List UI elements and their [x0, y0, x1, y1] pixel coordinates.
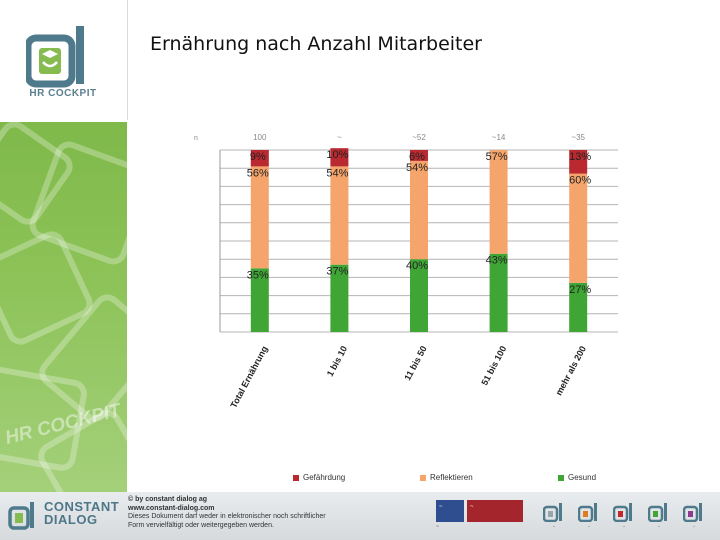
bar-segment-gesund — [330, 264, 349, 332]
partner-caption: ~ — [657, 524, 661, 529]
footer-brand-line2: DIALOG — [44, 512, 98, 527]
certificate-caption: ~ — [436, 524, 439, 530]
sample-size-label: 100 — [253, 133, 267, 142]
stacked-bar-chart: 35% 56% 9% 100 Total Ernährung 37% 54% 10% ~1 bi… — [194, 133, 618, 410]
partner-caption: ~ — [587, 524, 591, 529]
bar-segment-reflektieren — [569, 173, 588, 283]
data-label: 37% — [326, 266, 348, 278]
footer-copy-line: Dieses Dokument darf weder in elektronis… — [128, 513, 326, 520]
x-tick-label: 51 bis 100 — [479, 344, 508, 387]
legend-item-gefaehrdung: Gefährdung — [293, 473, 345, 482]
data-label: 6% — [409, 151, 425, 163]
sample-size-marker: n — [194, 135, 198, 142]
data-label: 10% — [326, 149, 348, 161]
bar-segment-gesund — [410, 259, 428, 332]
footer-copy-line: Form vervielfältigt oder weitergegeben w… — [128, 521, 274, 529]
footer-brand-line1: CONSTANT — [44, 499, 120, 514]
sample-size-label: ~ — [337, 133, 342, 142]
legend-swatch — [293, 474, 299, 481]
partner-caption: ~ — [622, 524, 626, 529]
data-label: 35% — [247, 269, 269, 281]
data-label: 43% — [486, 255, 508, 267]
partner-logo-1-icon — [543, 503, 562, 522]
legend-label: Gefährdung — [303, 473, 346, 482]
legend-item-reflektieren: Reflektieren — [420, 473, 473, 482]
partner-logo-3-icon — [613, 503, 632, 522]
legend-swatch — [558, 474, 564, 481]
footer-copyright: © by constant dialog ag www.constant-dia… — [128, 496, 418, 530]
bar-segment-gefährdung — [410, 150, 428, 161]
footer-copy-line: © by constant dialog ag — [128, 496, 208, 503]
partner-logo-4-icon — [648, 503, 667, 522]
bar-segment-reflektieren — [330, 166, 349, 265]
x-tick-label: 1 bis 10 — [325, 344, 349, 378]
bar-segment-gesund — [489, 253, 508, 332]
bar-segment-gesund — [569, 282, 588, 332]
constant-dialog-logo-icon — [8, 502, 34, 530]
data-label: 27% — [569, 284, 591, 296]
sample-size-label: ~14 — [492, 133, 506, 142]
logo-text: HR COCKPIT — [29, 88, 97, 99]
footer: CONSTANT DIALOG © by constant dialog ag … — [0, 492, 720, 540]
bar-segment-gefährdung — [330, 148, 349, 167]
data-label: 54% — [406, 162, 428, 174]
legend-swatch — [420, 474, 426, 481]
partner-caption: ~ — [692, 524, 696, 529]
footer-brand: CONSTANT DIALOG — [44, 500, 119, 526]
x-tick-label: mehr als 200 — [554, 344, 588, 397]
data-label: 54% — [326, 167, 348, 179]
data-label: 13% — [569, 151, 591, 163]
legend-label: Gesund — [568, 473, 597, 482]
data-label: 40% — [406, 260, 428, 272]
x-tick-label: Total Ernährung — [228, 344, 269, 409]
x-tick-label: 11 bis 50 — [402, 344, 428, 382]
legend-item-gesund: Gesund — [558, 473, 596, 482]
bar-segment-reflektieren — [250, 166, 269, 269]
bar-segment-reflektieren — [489, 150, 508, 254]
data-label: 57% — [486, 151, 508, 163]
data-label: 56% — [247, 167, 269, 179]
data-label: 9% — [250, 151, 266, 163]
partner-caption: ~ — [552, 524, 556, 529]
legend-label: Reflektieren — [430, 473, 473, 482]
certificate-badge-2: ~ — [467, 500, 523, 522]
partner-logo-2-icon — [578, 503, 597, 522]
hr-cockpit-logo — [26, 26, 84, 88]
bar-segment-gefährdung — [250, 150, 269, 167]
certificate-badge-1: ~ — [436, 500, 464, 522]
partner-logo-5-icon — [683, 503, 702, 522]
sidebar: HR COCKPIT HR COCKPIT — [0, 0, 127, 492]
page-title: Ernährung nach Anzahl Mitarbeiter — [150, 33, 482, 55]
sample-size-label: ~35 — [571, 133, 585, 142]
bar-segment-reflektieren — [410, 160, 428, 260]
footer-copy-line[interactable]: www.constant-dialog.com — [128, 504, 215, 512]
bar-segment-gesund — [250, 268, 269, 332]
sidebar-logo-area — [0, 0, 127, 122]
header-divider — [127, 0, 128, 120]
data-label: 60% — [569, 175, 591, 187]
sidebar-pattern: HR COCKPIT — [0, 122, 127, 492]
bar-segment-gefährdung — [569, 150, 588, 174]
sample-size-label: ~52 — [412, 133, 426, 142]
